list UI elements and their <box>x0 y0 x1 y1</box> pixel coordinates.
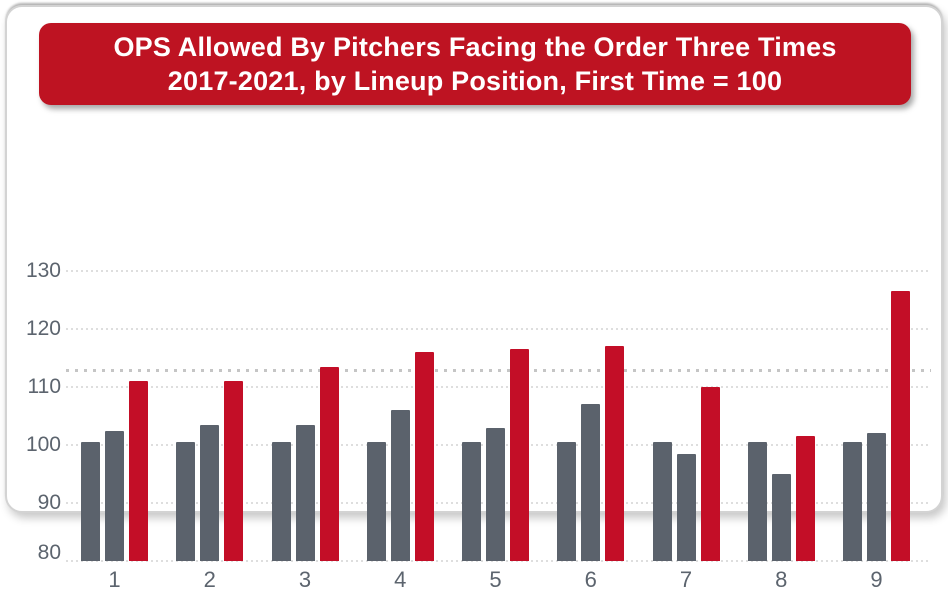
bar-pos6-series2 <box>581 404 601 561</box>
chart-title-line-1: OPS Allowed By Pitchers Facing the Order… <box>113 32 837 62</box>
bar-pos4-series2 <box>390 410 410 561</box>
bar-groups <box>81 267 910 561</box>
chart-title-line-2: 2017-2021, by Lineup Position, First Tim… <box>167 66 783 96</box>
gridline-130 <box>66 270 931 272</box>
reference-line <box>66 368 931 372</box>
x-tick-label-6: 6 <box>584 567 597 592</box>
gridline-110 <box>66 386 931 388</box>
bar-pos9-series1 <box>843 442 862 561</box>
bar-pos5-series3 <box>510 349 529 561</box>
bar-pos2-series3 <box>224 381 244 561</box>
bar-group-pos-6 <box>557 346 625 561</box>
bar-group-pos-9 <box>843 291 910 561</box>
gridline-120 <box>66 328 931 330</box>
bar-pos8-series3 <box>795 436 815 561</box>
bar-pos4-series1 <box>366 442 386 561</box>
bar-pos8-series2 <box>771 474 791 561</box>
x-tick-label-3: 3 <box>298 567 312 592</box>
bar-pos7-series1 <box>652 442 672 561</box>
bar-pos2-series1 <box>176 442 196 561</box>
y-tick-label-110: 110 <box>27 375 61 398</box>
bar-pos9-series2 <box>867 433 886 561</box>
bar-pos1-series1 <box>81 442 100 561</box>
bar-pos7-series2 <box>676 453 696 561</box>
x-tick-label-5: 5 <box>489 567 502 592</box>
y-tick-label-90: 90 <box>37 491 61 514</box>
bar-pos1-series3 <box>129 381 148 561</box>
title-banner: OPS Allowed By Pitchers Facing the Order… <box>39 23 911 105</box>
bar-pos1-series2 <box>105 430 124 561</box>
bar-group-pos-3 <box>271 366 339 561</box>
x-tick-label-4: 4 <box>394 567 407 592</box>
y-tick-label-80: 80 <box>37 541 61 564</box>
bar-pos6-series3 <box>605 346 625 561</box>
bar-pos6-series1 <box>557 442 577 561</box>
y-tick-label-130: 130 <box>25 259 61 282</box>
plot-area: 80 90 100 110 120 130 1 2 3 4 5 6 7 8 9 <box>7 117 941 592</box>
bar-pos3-series2 <box>295 424 315 561</box>
bar-group-pos-4 <box>366 352 434 561</box>
x-tick-label-7: 7 <box>679 567 693 592</box>
bar-pos7-series3 <box>700 387 720 561</box>
bar-pos5-series1 <box>462 442 481 561</box>
x-tick-label-9: 9 <box>870 567 883 592</box>
bar-group-pos-7 <box>652 387 720 561</box>
y-tick-label-100: 100 <box>25 433 61 456</box>
bar-group-pos-5 <box>462 349 529 561</box>
x-tick-label-8: 8 <box>775 567 788 592</box>
bar-pos9-series3 <box>891 291 910 561</box>
bar-pos3-series3 <box>319 366 339 561</box>
x-tick-label-1: 1 <box>108 567 121 592</box>
bar-group-pos-1 <box>81 381 148 561</box>
bar-pos8-series1 <box>747 442 767 561</box>
x-axis-labels: 1 2 3 4 5 6 7 8 9 <box>81 567 910 595</box>
y-tick-label-120: 120 <box>25 317 61 340</box>
bar-pos3-series1 <box>271 442 291 561</box>
screenshot-root: { "banner": { "title_line1": "OPS Allowe… <box>5 5 943 592</box>
bar-pos4-series3 <box>414 352 434 561</box>
bar-group-pos-8 <box>747 436 815 561</box>
x-tick-label-2: 2 <box>203 567 216 592</box>
bar-pos2-series2 <box>200 424 220 561</box>
chart-card: OPS Allowed By Pitchers Facing the Order… <box>5 5 943 592</box>
bar-group-pos-2 <box>176 381 244 561</box>
bar-pos5-series2 <box>486 427 505 561</box>
